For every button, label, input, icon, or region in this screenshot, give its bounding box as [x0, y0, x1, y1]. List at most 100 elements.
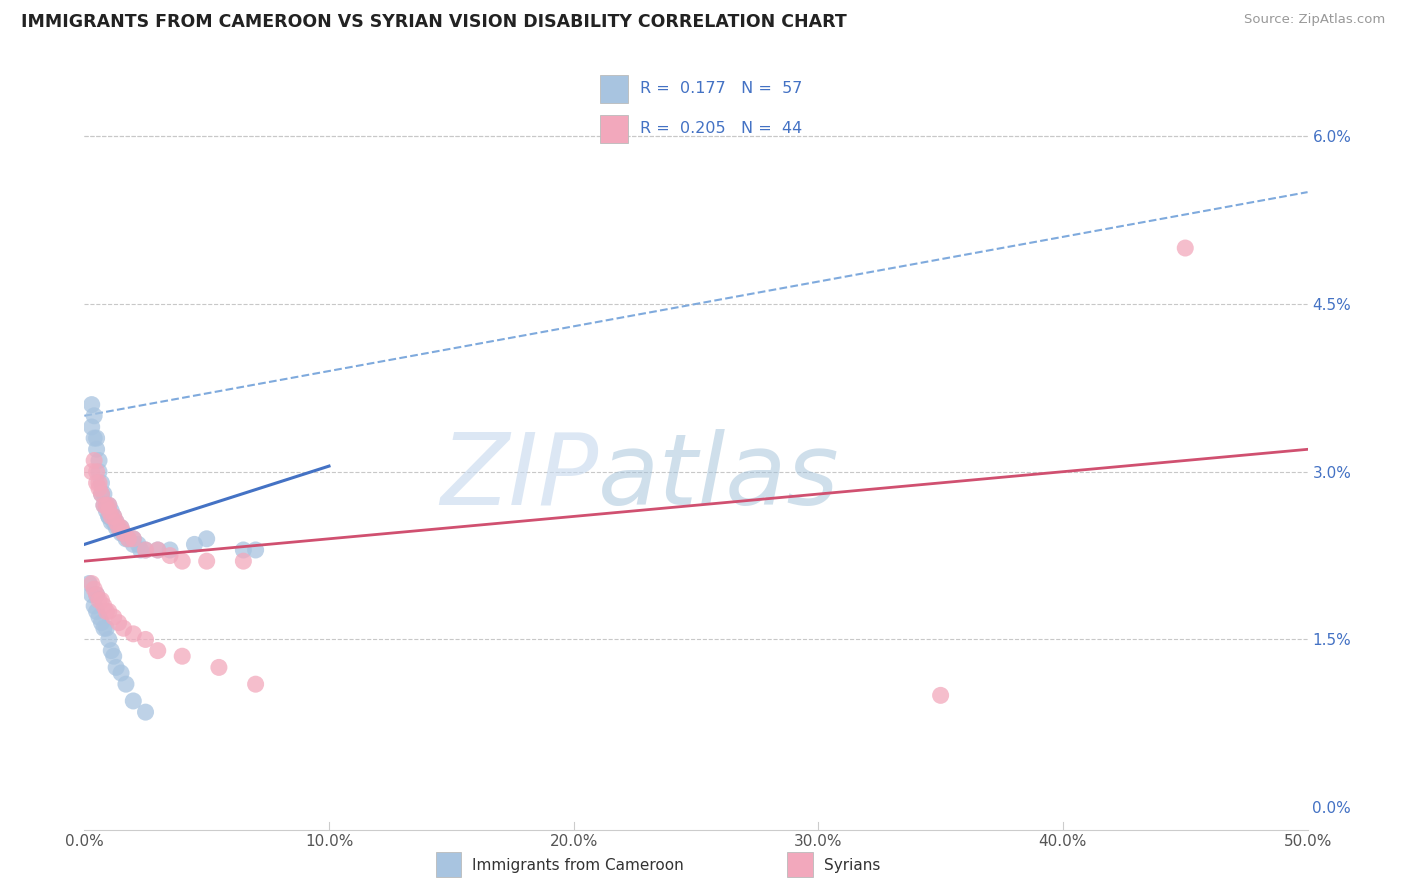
Point	[90, 593, 112, 607]
Point	[146, 643, 169, 657]
Point	[87, 475, 110, 490]
Point	[86, 431, 108, 445]
Point	[105, 660, 128, 674]
Point	[146, 543, 169, 558]
Point	[97, 632, 120, 647]
Point	[195, 554, 218, 568]
Point	[112, 526, 135, 541]
Point	[105, 515, 128, 529]
Point	[87, 465, 110, 479]
Point	[245, 543, 267, 558]
Point	[97, 504, 120, 518]
Point	[97, 605, 120, 619]
Point	[110, 520, 132, 534]
Point	[86, 475, 108, 490]
Text: R =  0.205   N =  44: R = 0.205 N = 44	[640, 120, 803, 136]
Point	[135, 543, 157, 558]
Point	[80, 420, 103, 434]
Point	[232, 554, 254, 568]
Point	[122, 627, 145, 641]
Point	[135, 632, 157, 647]
Point	[115, 677, 138, 691]
Text: R =  0.177   N =  57: R = 0.177 N = 57	[640, 81, 803, 96]
Text: ZIP: ZIP	[440, 429, 598, 526]
Point	[105, 520, 128, 534]
Point	[80, 576, 103, 591]
Point	[245, 677, 267, 691]
Point	[110, 665, 132, 680]
Point	[83, 431, 105, 445]
Point	[146, 543, 169, 558]
Point	[208, 660, 231, 674]
Point	[129, 543, 152, 558]
Text: IMMIGRANTS FROM CAMEROON VS SYRIAN VISION DISABILITY CORRELATION CHART: IMMIGRANTS FROM CAMEROON VS SYRIAN VISIO…	[21, 13, 846, 31]
Text: atlas: atlas	[598, 429, 839, 526]
Point	[103, 509, 125, 524]
Point	[100, 504, 122, 518]
Point	[172, 649, 194, 664]
Point	[96, 498, 118, 512]
FancyBboxPatch shape	[600, 115, 627, 143]
Point	[87, 593, 110, 607]
Point	[87, 610, 110, 624]
Point	[90, 487, 112, 501]
Point	[80, 398, 103, 412]
Point	[77, 576, 100, 591]
Point	[80, 588, 103, 602]
Point	[107, 520, 129, 534]
Point	[96, 498, 118, 512]
Point	[97, 509, 120, 524]
Point	[100, 643, 122, 657]
FancyBboxPatch shape	[600, 76, 627, 103]
Point	[122, 532, 145, 546]
Point	[172, 554, 194, 568]
Text: Source: ZipAtlas.com: Source: ZipAtlas.com	[1244, 13, 1385, 27]
Point	[127, 537, 149, 551]
Point	[83, 582, 105, 596]
Point	[90, 475, 112, 490]
Point	[105, 515, 128, 529]
Point	[87, 482, 110, 496]
Point	[83, 599, 105, 613]
Point	[117, 532, 139, 546]
Point	[86, 442, 108, 457]
Point	[96, 621, 118, 635]
Text: Syrians: Syrians	[824, 858, 880, 872]
Point	[107, 520, 129, 534]
Point	[159, 549, 181, 563]
Point	[86, 588, 108, 602]
Point	[96, 605, 118, 619]
Point	[80, 465, 103, 479]
Point	[93, 621, 115, 635]
Point	[232, 543, 254, 558]
Point	[122, 532, 145, 546]
Point	[93, 487, 115, 501]
Text: Immigrants from Cameroon: Immigrants from Cameroon	[472, 858, 685, 872]
Point	[159, 543, 181, 558]
Point	[112, 526, 135, 541]
Point	[93, 498, 115, 512]
Point	[96, 504, 118, 518]
Point	[90, 615, 112, 630]
Point	[93, 498, 115, 512]
Point	[97, 498, 120, 512]
Point	[135, 543, 157, 558]
Point	[103, 649, 125, 664]
Point	[103, 515, 125, 529]
Point	[122, 537, 145, 551]
Point	[87, 453, 110, 467]
Point	[93, 599, 115, 613]
Point	[100, 509, 122, 524]
Point	[86, 465, 108, 479]
Point	[117, 532, 139, 546]
Point	[110, 526, 132, 541]
Point	[86, 588, 108, 602]
Point	[1174, 241, 1197, 255]
Point	[90, 487, 112, 501]
Point	[100, 515, 122, 529]
Point	[107, 615, 129, 630]
Point	[110, 520, 132, 534]
Point	[929, 689, 952, 703]
Point	[97, 509, 120, 524]
Point	[83, 453, 105, 467]
